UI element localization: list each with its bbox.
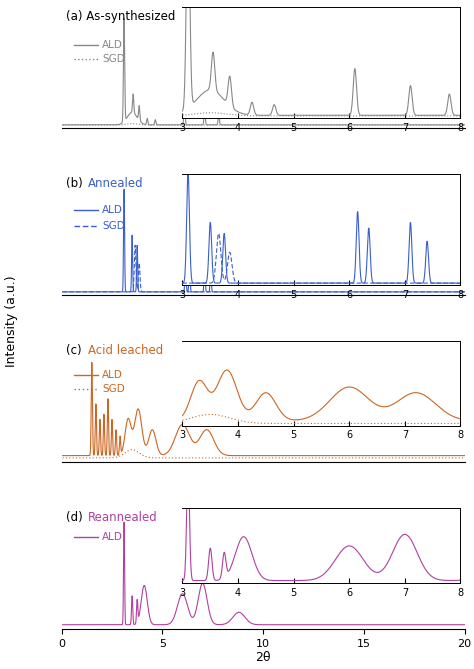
Text: (c): (c) [65, 345, 85, 357]
X-axis label: 2θ: 2θ [255, 652, 271, 664]
Text: SGD: SGD [102, 54, 125, 64]
Text: ALD: ALD [102, 532, 123, 542]
Text: Intensity (a.u.): Intensity (a.u.) [5, 276, 18, 367]
Text: SGD: SGD [102, 221, 125, 231]
Text: ALD: ALD [102, 370, 123, 380]
Text: (b): (b) [65, 177, 86, 191]
Text: ALD: ALD [102, 40, 123, 50]
Text: (d): (d) [65, 511, 86, 524]
Text: Reannealed: Reannealed [88, 511, 157, 524]
Text: (a) As-synthesized: (a) As-synthesized [65, 10, 175, 23]
Text: Annealed: Annealed [88, 177, 144, 191]
Text: SGD: SGD [102, 384, 125, 394]
Text: Acid leached: Acid leached [88, 345, 163, 357]
Text: ALD: ALD [102, 205, 123, 215]
